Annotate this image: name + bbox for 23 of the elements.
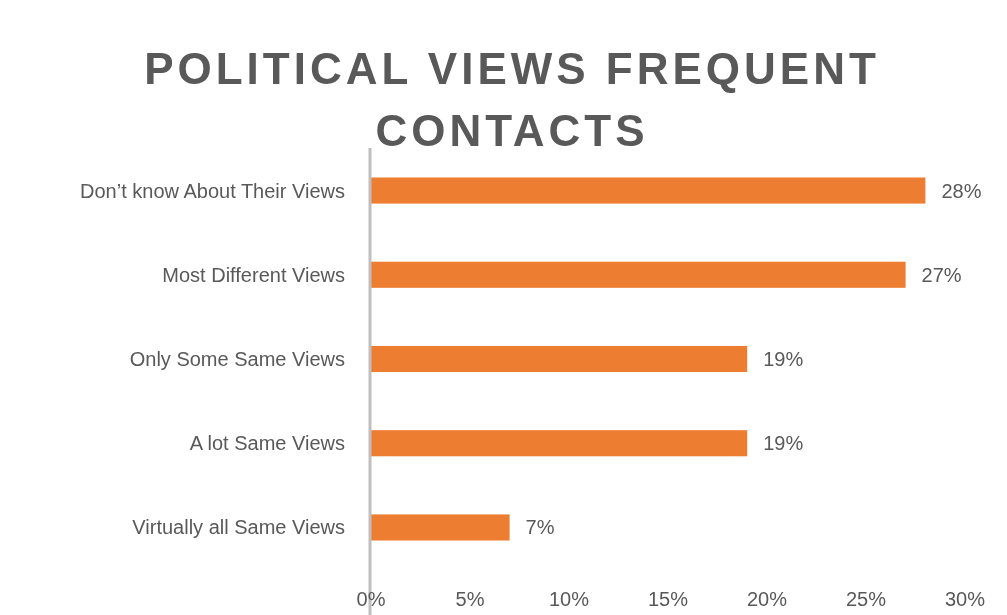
data-label: 27% bbox=[921, 263, 962, 286]
y-tick-label: Most Different Views bbox=[162, 263, 345, 286]
bar bbox=[371, 345, 748, 373]
x-tick-label: 10% bbox=[548, 588, 590, 610]
bar bbox=[371, 514, 510, 541]
x-tick-label: 15% bbox=[647, 588, 689, 610]
bar bbox=[371, 430, 748, 457]
y-tick-label: Virtually all Same Views bbox=[132, 516, 345, 539]
bar bbox=[371, 177, 926, 204]
data-label: 28% bbox=[941, 179, 982, 202]
data-label: 19% bbox=[763, 432, 804, 455]
y-tick-label: A lot Same Views bbox=[189, 432, 345, 455]
x-tick-label: 30% bbox=[944, 588, 986, 610]
y-tick-label: Don’t know About Their Views bbox=[80, 179, 345, 202]
x-tick-label: 25% bbox=[845, 588, 887, 610]
x-tick-label: 5% bbox=[455, 588, 485, 610]
data-label: 7% bbox=[525, 516, 555, 539]
x-tick-label: 20% bbox=[746, 588, 788, 610]
bar bbox=[371, 261, 906, 288]
y-tick-label: Only Some Same Views bbox=[129, 348, 345, 370]
data-label: 19% bbox=[763, 348, 804, 370]
x-tick-label: 0% bbox=[356, 588, 386, 610]
chart-title: POLITICAL VIEWS FREQUENT CONTACTS bbox=[144, 44, 880, 155]
